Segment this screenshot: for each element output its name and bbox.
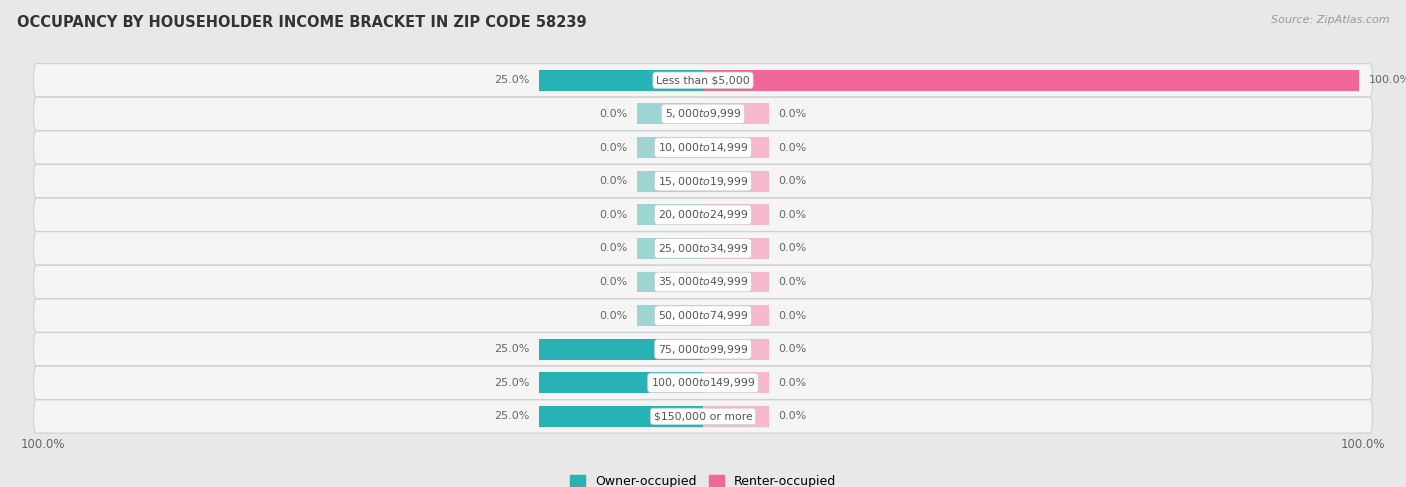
Bar <box>538 70 703 91</box>
Bar <box>637 238 703 259</box>
Text: 0.0%: 0.0% <box>599 143 627 152</box>
Text: OCCUPANCY BY HOUSEHOLDER INCOME BRACKET IN ZIP CODE 58239: OCCUPANCY BY HOUSEHOLDER INCOME BRACKET … <box>17 15 586 30</box>
Bar <box>703 238 769 259</box>
Bar <box>637 305 703 326</box>
Text: 25.0%: 25.0% <box>494 378 529 388</box>
Text: 0.0%: 0.0% <box>779 277 807 287</box>
Text: $15,000 to $19,999: $15,000 to $19,999 <box>658 175 748 187</box>
FancyBboxPatch shape <box>34 366 1372 399</box>
Text: $75,000 to $99,999: $75,000 to $99,999 <box>658 343 748 356</box>
Text: 0.0%: 0.0% <box>779 244 807 253</box>
Bar <box>703 272 769 292</box>
FancyBboxPatch shape <box>34 299 1372 332</box>
FancyBboxPatch shape <box>34 97 1372 131</box>
Bar <box>703 373 769 393</box>
Text: 0.0%: 0.0% <box>599 109 627 119</box>
Bar <box>538 406 703 427</box>
Text: 0.0%: 0.0% <box>779 176 807 186</box>
FancyBboxPatch shape <box>34 64 1372 97</box>
Text: $150,000 or more: $150,000 or more <box>654 412 752 421</box>
FancyBboxPatch shape <box>34 131 1372 164</box>
Bar <box>703 70 1360 91</box>
Text: $100,000 to $149,999: $100,000 to $149,999 <box>651 376 755 389</box>
Text: $35,000 to $49,999: $35,000 to $49,999 <box>658 276 748 288</box>
Text: 0.0%: 0.0% <box>779 143 807 152</box>
Text: 25.0%: 25.0% <box>494 75 529 85</box>
Text: $20,000 to $24,999: $20,000 to $24,999 <box>658 208 748 221</box>
Text: 0.0%: 0.0% <box>779 412 807 421</box>
Bar <box>637 103 703 124</box>
FancyBboxPatch shape <box>34 232 1372 265</box>
Text: 100.0%: 100.0% <box>1341 438 1385 451</box>
Text: 0.0%: 0.0% <box>599 311 627 320</box>
Text: 0.0%: 0.0% <box>599 176 627 186</box>
Bar <box>703 137 769 158</box>
Bar <box>703 339 769 359</box>
Bar <box>703 305 769 326</box>
FancyBboxPatch shape <box>34 333 1372 366</box>
Text: $10,000 to $14,999: $10,000 to $14,999 <box>658 141 748 154</box>
FancyBboxPatch shape <box>34 165 1372 198</box>
FancyBboxPatch shape <box>34 265 1372 299</box>
Text: 0.0%: 0.0% <box>779 378 807 388</box>
Bar <box>703 205 769 225</box>
Bar <box>703 406 769 427</box>
Text: 0.0%: 0.0% <box>599 244 627 253</box>
Text: $50,000 to $74,999: $50,000 to $74,999 <box>658 309 748 322</box>
Text: 0.0%: 0.0% <box>779 109 807 119</box>
Text: 100.0%: 100.0% <box>21 438 65 451</box>
Bar <box>538 339 703 359</box>
Text: 0.0%: 0.0% <box>779 311 807 320</box>
Text: 25.0%: 25.0% <box>494 344 529 354</box>
Text: $5,000 to $9,999: $5,000 to $9,999 <box>665 108 741 120</box>
Bar <box>637 272 703 292</box>
Bar <box>538 373 703 393</box>
Text: Less than $5,000: Less than $5,000 <box>657 75 749 85</box>
Text: 0.0%: 0.0% <box>599 277 627 287</box>
Text: 0.0%: 0.0% <box>599 210 627 220</box>
FancyBboxPatch shape <box>34 400 1372 433</box>
Legend: Owner-occupied, Renter-occupied: Owner-occupied, Renter-occupied <box>565 470 841 487</box>
FancyBboxPatch shape <box>34 198 1372 231</box>
Bar <box>637 137 703 158</box>
Text: 100.0%: 100.0% <box>1369 75 1406 85</box>
Text: $25,000 to $34,999: $25,000 to $34,999 <box>658 242 748 255</box>
Bar <box>637 205 703 225</box>
Bar <box>637 171 703 191</box>
Text: Source: ZipAtlas.com: Source: ZipAtlas.com <box>1271 15 1389 25</box>
Text: 0.0%: 0.0% <box>779 210 807 220</box>
Bar <box>703 171 769 191</box>
Text: 25.0%: 25.0% <box>494 412 529 421</box>
Text: 0.0%: 0.0% <box>779 344 807 354</box>
Bar <box>703 103 769 124</box>
